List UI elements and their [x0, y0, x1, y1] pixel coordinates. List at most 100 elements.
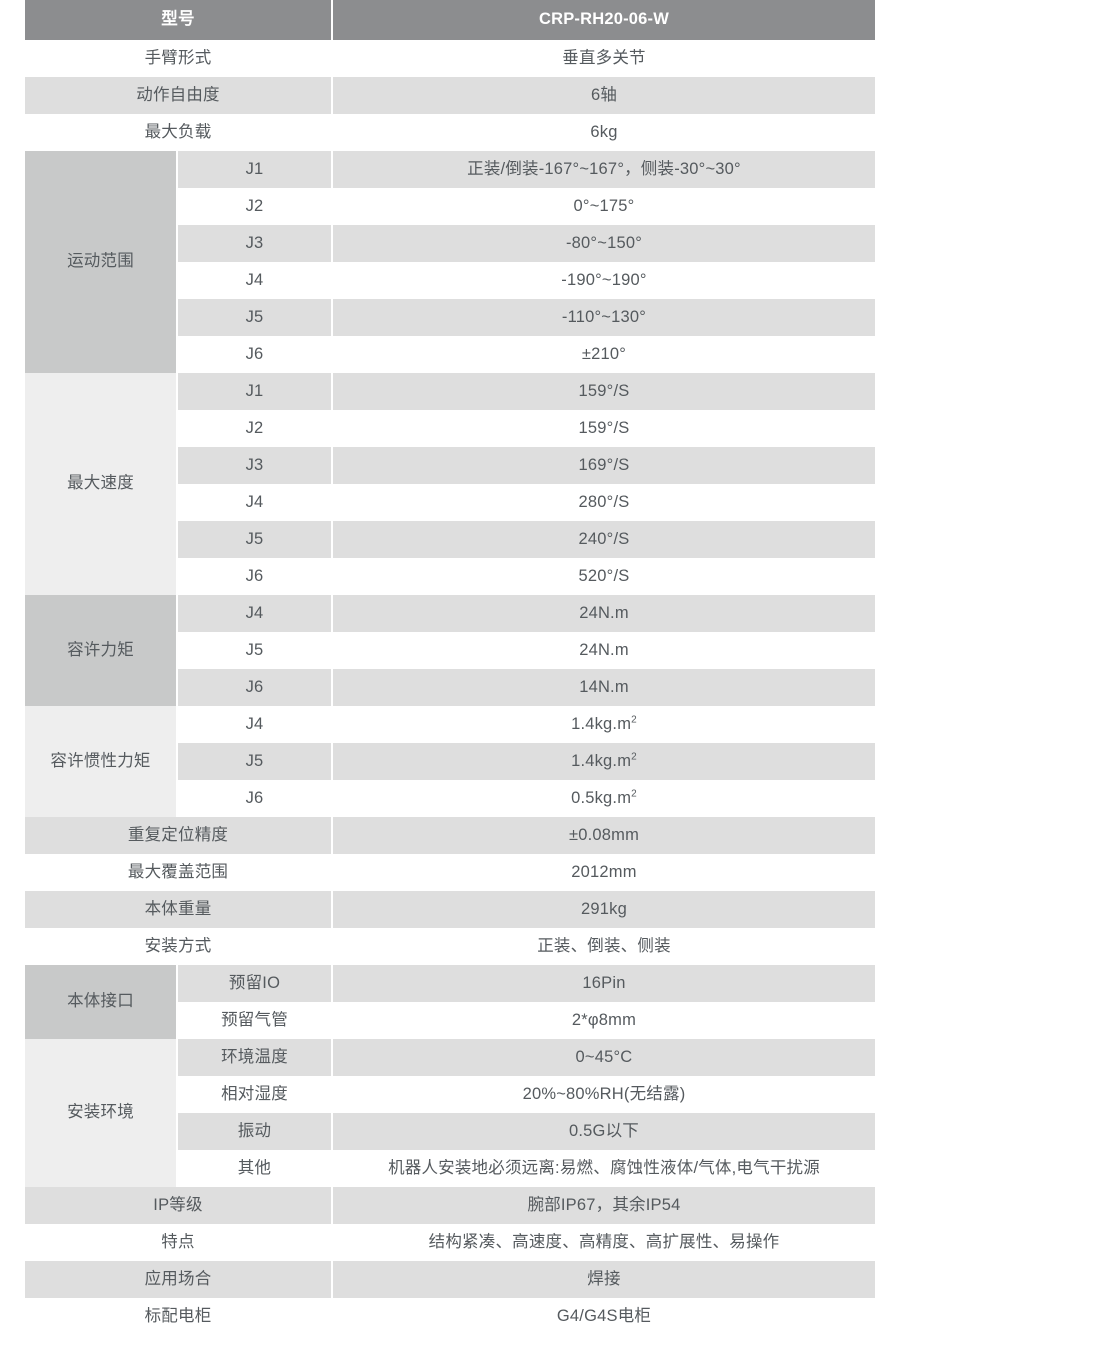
table-row: IP等级 腕部IP67，其余IP54: [25, 1187, 875, 1224]
table-row: 振动 0.5G以下: [25, 1113, 875, 1150]
value-base: 1.4kg.m: [571, 751, 632, 770]
row-value: 0°~175°: [333, 188, 875, 225]
group-label-motion-range: 运动范围: [25, 151, 178, 373]
row-value: 24N.m: [333, 595, 875, 632]
row-value: 169°/S: [333, 447, 875, 484]
table-row: 应用场合 焊接: [25, 1261, 875, 1298]
table-row: J4 -190°~190°: [25, 262, 875, 299]
table-row: 相对湿度 20%~80%RH(无结露): [25, 1076, 875, 1113]
row-label: 应用场合: [25, 1261, 333, 1298]
row-value: 0~45°C: [333, 1039, 875, 1076]
table-row: 最大速度 J1 159°/S: [25, 373, 875, 595]
table-row: 其他 机器人安装地必须远离:易燃、腐蚀性液体/气体,电气干扰源: [25, 1150, 875, 1187]
header-label: 型号: [25, 0, 333, 40]
row-value: G4/G4S电柜: [333, 1298, 875, 1335]
table-row: J6 ±210°: [25, 336, 875, 373]
specification-table: 型号 CRP-RH20-06-W 手臂形式 垂直多关节 动作自由度 6轴 最大负…: [25, 0, 875, 1335]
row-label: 最大负载: [25, 114, 333, 151]
sub-label: J5: [178, 743, 333, 780]
sub-label: J6: [178, 336, 333, 373]
row-value: 2*φ8mm: [333, 1002, 875, 1039]
row-label: 标配电柜: [25, 1298, 333, 1335]
table-row: 安装环境 环境温度 0~45°C: [25, 1039, 875, 1187]
header-value: CRP-RH20-06-W: [333, 0, 875, 40]
table-row: 手臂形式 垂直多关节: [25, 40, 875, 77]
sub-label: 预留IO: [178, 965, 333, 1002]
row-value: 腕部IP67，其余IP54: [333, 1187, 875, 1224]
row-label: IP等级: [25, 1187, 333, 1224]
sub-label: J4: [178, 706, 333, 743]
table-row: J5 240°/S: [25, 521, 875, 558]
sub-label: 其他: [178, 1150, 333, 1187]
row-value: -190°~190°: [333, 262, 875, 299]
sub-label: 相对湿度: [178, 1076, 333, 1113]
sub-label: J4: [178, 595, 333, 632]
row-value: 159°/S: [333, 373, 875, 410]
row-label: 特点: [25, 1224, 333, 1261]
row-value: -110°~130°: [333, 299, 875, 336]
sub-label: J6: [178, 669, 333, 706]
row-value: 0.5G以下: [333, 1113, 875, 1150]
row-value: 20%~80%RH(无结露): [333, 1076, 875, 1113]
sub-label: 振动: [178, 1113, 333, 1150]
table-row: J6 520°/S: [25, 558, 875, 595]
sub-label: J6: [178, 780, 333, 817]
row-label: 安装方式: [25, 928, 333, 965]
table-row: J3 169°/S: [25, 447, 875, 484]
table-row: 容许惯性力矩 J4 1.4kg.m2: [25, 706, 875, 817]
table-row: J6 0.5kg.m2: [25, 780, 875, 817]
sub-label: J4: [178, 262, 333, 299]
group-label-allowable-torque: 容许力矩: [25, 595, 178, 706]
value-exponent: 2: [631, 714, 637, 726]
table-row: 最大覆盖范围 2012mm: [25, 854, 875, 891]
sub-label: J6: [178, 558, 333, 595]
value-base: 0.5kg.m: [571, 788, 632, 807]
group-label-max-speed: 最大速度: [25, 373, 178, 595]
row-value: ±0.08mm: [333, 817, 875, 854]
table-row: J5 -110°~130°: [25, 299, 875, 336]
sub-label: J5: [178, 299, 333, 336]
row-value: 16Pin: [333, 965, 875, 1002]
sub-label: 环境温度: [178, 1039, 333, 1076]
table-row: 重复定位精度 ±0.08mm: [25, 817, 875, 854]
row-label: 最大覆盖范围: [25, 854, 333, 891]
table-header-row: 型号 CRP-RH20-06-W: [25, 0, 875, 40]
row-value: 结构紧凑、高速度、高精度、高扩展性、易操作: [333, 1224, 875, 1261]
row-value: 6kg: [333, 114, 875, 151]
row-value: 0.5kg.m2: [333, 780, 875, 817]
row-value: 1.4kg.m2: [333, 743, 875, 780]
table-row: 运动范围 J1 正装/倒装-167°~167°，侧装-30°~30°: [25, 151, 875, 373]
group-label-allowable-inertia: 容许惯性力矩: [25, 706, 178, 817]
table-row: J3 -80°~150°: [25, 225, 875, 262]
sub-label: J2: [178, 410, 333, 447]
table-row: 最大负载 6kg: [25, 114, 875, 151]
table-row: 动作自由度 6轴: [25, 77, 875, 114]
table-row: 本体接口 预留IO 16Pin: [25, 965, 875, 1039]
row-label: 本体重量: [25, 891, 333, 928]
table-row: J5 1.4kg.m2: [25, 743, 875, 780]
row-value: 正装、倒装、侧装: [333, 928, 875, 965]
table-row: J6 14N.m: [25, 669, 875, 706]
row-value: 垂直多关节: [333, 40, 875, 77]
table-row: 安装方式 正装、倒装、侧装: [25, 928, 875, 965]
row-label: 重复定位精度: [25, 817, 333, 854]
row-value: 24N.m: [333, 632, 875, 669]
sub-label: J3: [178, 225, 333, 262]
sub-label: 预留气管: [178, 1002, 333, 1039]
sub-label: J1: [178, 373, 333, 410]
row-value: 14N.m: [333, 669, 875, 706]
row-value: 291kg: [333, 891, 875, 928]
table-row: J5 24N.m: [25, 632, 875, 669]
group-label-install-environment: 安装环境: [25, 1039, 178, 1187]
row-value: -80°~150°: [333, 225, 875, 262]
row-value: 159°/S: [333, 410, 875, 447]
row-value: 焊接: [333, 1261, 875, 1298]
group-label-body-interface: 本体接口: [25, 965, 178, 1039]
row-value: 正装/倒装-167°~167°，侧装-30°~30°: [333, 151, 875, 188]
sub-label: J3: [178, 447, 333, 484]
table-row: J2 159°/S: [25, 410, 875, 447]
table-row: 本体重量 291kg: [25, 891, 875, 928]
row-value: 280°/S: [333, 484, 875, 521]
row-value: 2012mm: [333, 854, 875, 891]
sub-label: J4: [178, 484, 333, 521]
